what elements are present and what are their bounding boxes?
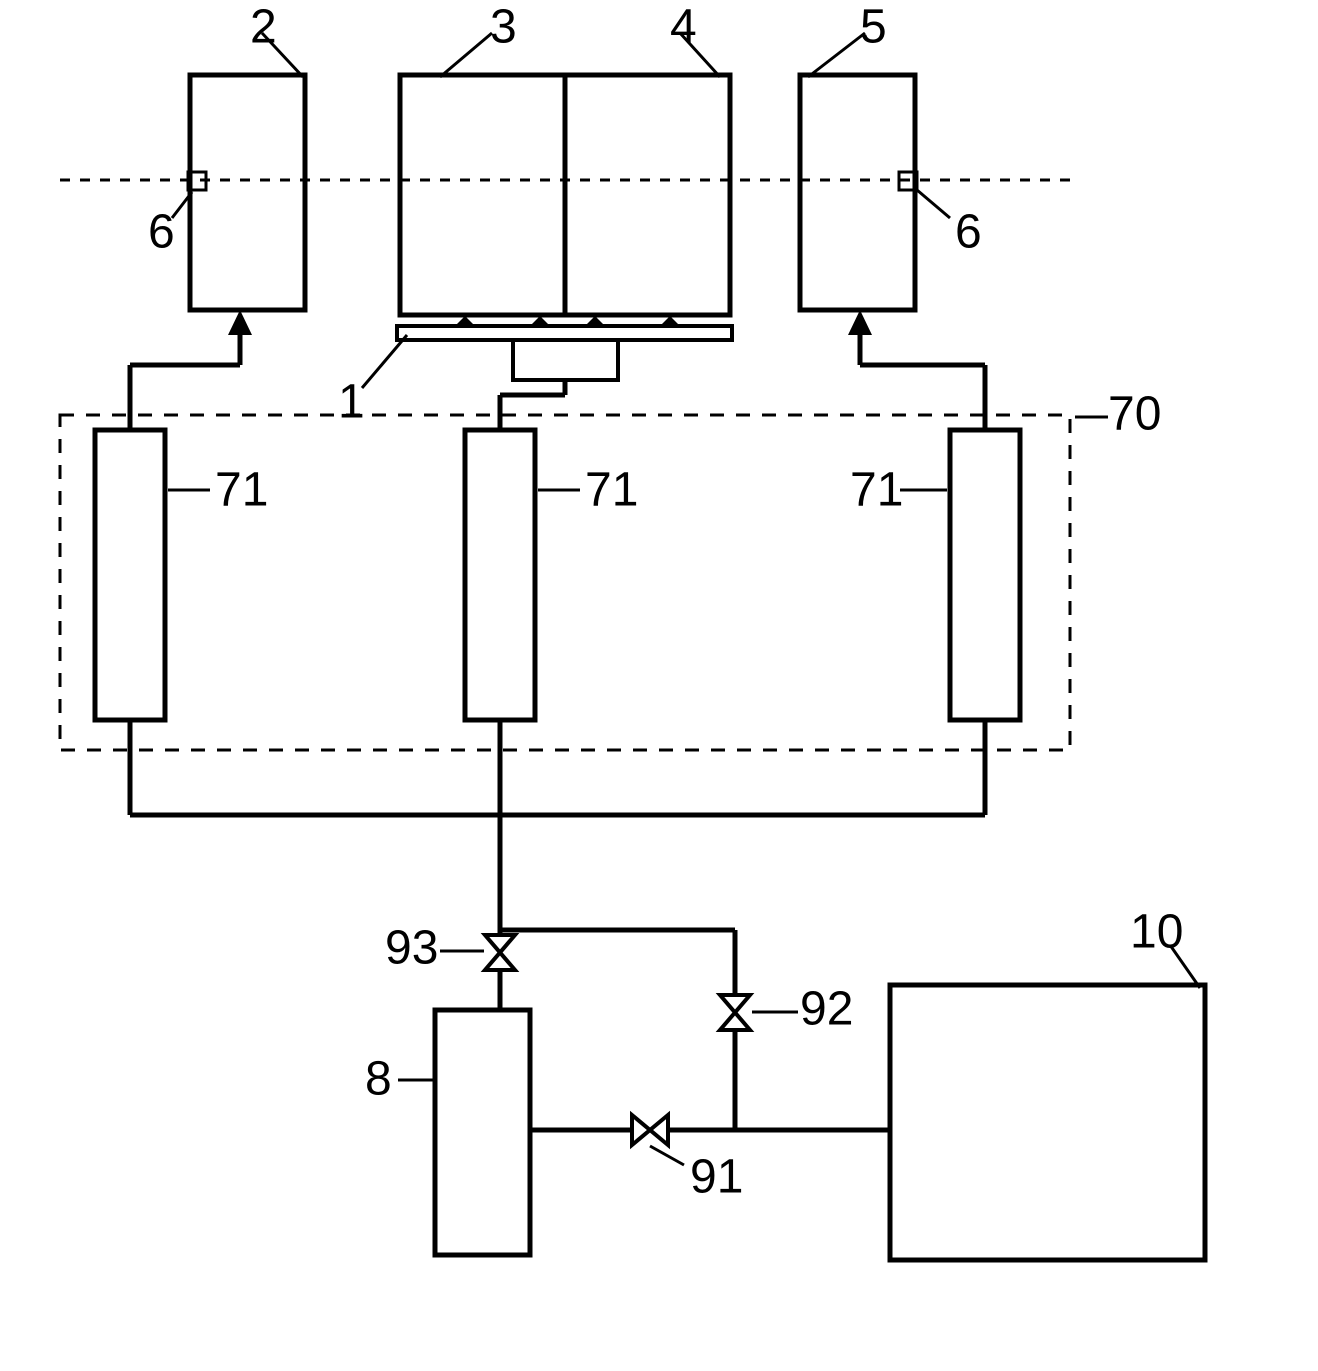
label-71-right: 71 xyxy=(850,464,903,517)
leader-1 xyxy=(362,335,407,388)
leader-3 xyxy=(440,33,492,77)
label-71-mid: 71 xyxy=(585,464,638,517)
filter-71-left xyxy=(95,430,165,720)
box-3 xyxy=(400,75,565,315)
box-8 xyxy=(435,1010,530,1255)
box-5 xyxy=(800,75,915,310)
label-93: 93 xyxy=(385,922,438,975)
filter-71-mid xyxy=(465,430,535,720)
label-3: 3 xyxy=(490,1,517,54)
arrow-left xyxy=(228,310,252,335)
label-6-right: 6 xyxy=(955,206,982,259)
box-10 xyxy=(890,985,1205,1260)
valve-93 xyxy=(485,935,515,970)
box-2 xyxy=(190,75,305,310)
balance-stem-box xyxy=(513,340,618,380)
balance-plate xyxy=(397,326,732,340)
valve-91 xyxy=(632,1115,668,1145)
leader-5 xyxy=(808,33,865,77)
filter-71-right xyxy=(950,430,1020,720)
label-70: 70 xyxy=(1108,388,1161,441)
label-10: 10 xyxy=(1130,906,1183,959)
leader-6-right xyxy=(917,190,950,218)
label-6-left: 6 xyxy=(148,206,175,259)
label-8: 8 xyxy=(365,1053,392,1106)
group-70 xyxy=(60,415,1070,750)
label-1: 1 xyxy=(338,376,365,429)
label-4: 4 xyxy=(670,1,697,54)
arrow-right xyxy=(848,310,872,335)
label-91: 91 xyxy=(690,1151,743,1204)
label-2: 2 xyxy=(250,1,277,54)
box-4 xyxy=(565,75,730,315)
valve-92 xyxy=(720,995,750,1030)
label-71-left: 71 xyxy=(215,464,268,517)
leader-91 xyxy=(650,1146,684,1165)
label-92: 92 xyxy=(800,983,853,1036)
label-5: 5 xyxy=(860,1,887,54)
